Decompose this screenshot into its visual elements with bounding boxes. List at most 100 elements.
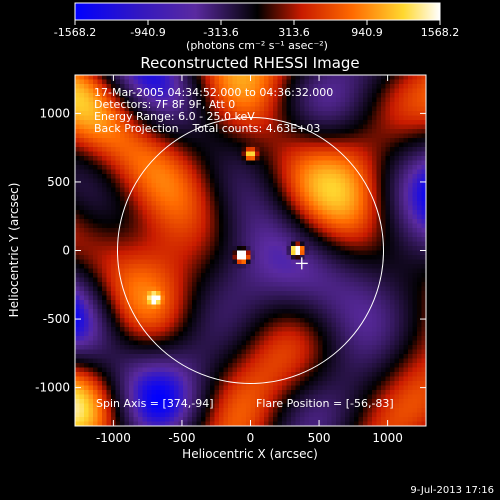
heatmap-cell bbox=[327, 79, 332, 85]
heatmap-cell bbox=[385, 250, 391, 256]
heatmap-cell bbox=[214, 187, 220, 193]
heatmap-cell bbox=[201, 165, 206, 170]
heatmap-cell bbox=[367, 129, 373, 134]
heatmap-cell bbox=[120, 282, 125, 287]
heatmap-cell bbox=[102, 241, 107, 247]
heatmap-cell bbox=[147, 160, 152, 166]
heatmap-cell bbox=[160, 300, 166, 305]
heatmap-cell bbox=[408, 241, 413, 247]
heatmap-cell bbox=[304, 255, 310, 260]
heatmap-cell bbox=[349, 106, 355, 112]
heatmap-cell bbox=[102, 304, 107, 310]
heatmap-cell bbox=[349, 142, 355, 148]
heatmap-cell bbox=[97, 165, 103, 170]
heatmap-cell bbox=[147, 354, 152, 359]
heatmap-cell bbox=[228, 223, 233, 229]
heatmap-cell bbox=[93, 331, 98, 337]
heatmap-cell bbox=[129, 228, 134, 233]
heatmap-cell bbox=[138, 286, 143, 292]
heatmap-cell bbox=[336, 295, 341, 301]
heatmap-cell bbox=[151, 133, 157, 139]
heatmap-cell bbox=[363, 88, 368, 94]
heatmap-cell bbox=[408, 304, 413, 310]
heatmap-cell bbox=[246, 102, 251, 107]
heatmap-cell bbox=[93, 133, 98, 139]
heatmap-cell bbox=[277, 124, 283, 130]
heatmap-cell bbox=[255, 282, 260, 287]
heatmap-cell bbox=[358, 331, 364, 337]
heatmap-cell bbox=[120, 300, 125, 305]
heatmap-cell bbox=[196, 304, 202, 310]
heatmap-cell bbox=[205, 241, 211, 247]
heatmap-cell bbox=[273, 160, 278, 166]
heatmap-cell bbox=[111, 345, 116, 350]
heatmap-cell bbox=[277, 133, 283, 139]
heatmap-cell bbox=[291, 106, 296, 112]
heatmap-cell bbox=[133, 228, 139, 233]
heatmap-cell bbox=[133, 196, 139, 202]
heatmap-cell bbox=[187, 88, 193, 94]
heatmap-cell bbox=[309, 142, 314, 148]
heatmap-cell bbox=[192, 75, 197, 80]
heatmap-cell bbox=[97, 336, 103, 341]
heatmap-cell bbox=[124, 151, 130, 157]
heatmap-cell bbox=[102, 223, 107, 229]
heatmap-cell bbox=[268, 291, 274, 296]
heatmap-cell bbox=[372, 106, 377, 112]
heatmap-cell bbox=[376, 340, 382, 346]
heatmap-cell bbox=[223, 349, 229, 355]
heatmap-cell bbox=[295, 273, 301, 278]
heatmap-cell bbox=[313, 327, 319, 332]
heatmap-cell bbox=[183, 354, 188, 359]
heatmap-cell bbox=[354, 147, 359, 152]
heatmap-cell bbox=[300, 304, 305, 310]
heatmap-cell bbox=[412, 327, 418, 332]
heatmap-cell bbox=[336, 273, 341, 278]
heatmap-cell bbox=[345, 331, 350, 337]
heatmap-cell bbox=[133, 178, 139, 184]
heatmap-cell bbox=[358, 219, 364, 224]
heatmap-cell bbox=[358, 241, 364, 247]
heatmap-cell bbox=[210, 192, 215, 197]
heatmap-cell bbox=[282, 300, 287, 305]
heatmap-cell bbox=[390, 237, 395, 242]
heatmap-cell bbox=[255, 358, 260, 364]
heatmap-cell bbox=[385, 178, 391, 184]
heatmap-cell bbox=[133, 313, 139, 319]
heatmap-cell bbox=[201, 120, 206, 125]
heatmap-cell bbox=[372, 331, 377, 337]
heatmap-cell bbox=[327, 309, 332, 314]
heatmap-cell bbox=[408, 354, 413, 359]
heatmap-cell bbox=[228, 151, 233, 157]
heatmap-cell bbox=[160, 259, 166, 265]
heatmap-cell bbox=[318, 232, 323, 238]
heatmap-cell bbox=[376, 201, 382, 206]
heatmap-cell bbox=[88, 129, 94, 134]
heatmap-cell bbox=[102, 246, 107, 251]
heatmap-cell bbox=[129, 318, 134, 323]
heatmap-cell bbox=[106, 115, 112, 121]
heatmap-cell bbox=[165, 250, 170, 256]
heatmap-cell bbox=[282, 106, 287, 112]
heatmap-cell bbox=[210, 187, 215, 193]
heatmap-cell bbox=[160, 129, 166, 134]
heatmap-cell bbox=[156, 273, 161, 278]
heatmap-cell bbox=[354, 115, 359, 121]
heatmap-cell bbox=[327, 178, 332, 184]
heatmap-cell bbox=[241, 124, 247, 130]
heatmap-cell bbox=[336, 255, 341, 260]
heatmap-cell bbox=[385, 84, 391, 89]
heatmap-cell bbox=[174, 165, 179, 170]
heatmap-cell bbox=[322, 268, 328, 274]
heatmap-cell bbox=[327, 205, 332, 211]
heatmap-cell bbox=[138, 75, 143, 80]
heatmap-cell bbox=[210, 115, 215, 121]
heatmap-cell bbox=[237, 151, 242, 157]
heatmap-cell bbox=[201, 340, 206, 346]
heatmap-cell bbox=[115, 345, 121, 350]
heatmap-cell bbox=[223, 97, 229, 103]
heatmap-cell bbox=[232, 192, 238, 197]
heatmap-cell bbox=[88, 309, 94, 314]
heatmap-cell bbox=[111, 165, 116, 170]
heatmap-cell bbox=[313, 196, 319, 202]
